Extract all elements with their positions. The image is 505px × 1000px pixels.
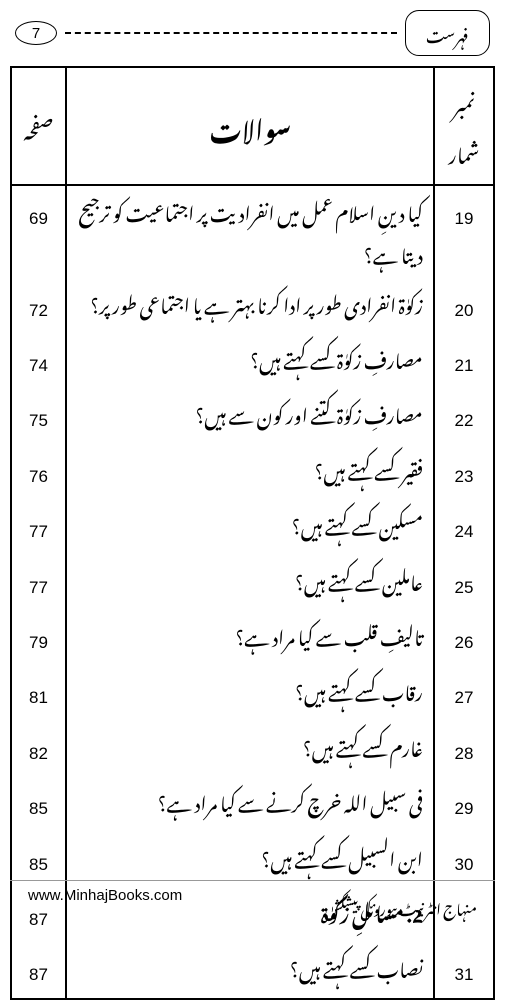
row-question: زکوٰۃ انفرادی طور پر ادا کرنا بہتر ہے یا… (66, 278, 434, 333)
col-header-question: سوالات (66, 67, 434, 185)
row-serial: 26 (434, 610, 494, 665)
row-question: تالیفِ قلب سے کیا مراد ہے؟ (66, 610, 434, 665)
row-serial: 24 (434, 499, 494, 554)
row-page: 82 (11, 721, 66, 776)
table-row: 26تالیفِ قلب سے کیا مراد ہے؟79 (11, 610, 494, 665)
row-question: مصارفِ زکوٰۃ کتنے اور کون سے ہیں؟ (66, 388, 434, 443)
table-row: 27رقاب کسے کہتے ہیں؟81 (11, 665, 494, 720)
row-question: فی سبیل اللہ خرچ کرنے سے کیا مراد ہے؟ (66, 776, 434, 831)
row-serial: 29 (434, 776, 494, 831)
col-header-serial: نمبر شمار (434, 67, 494, 185)
row-question: غارم کسے کہتے ہیں؟ (66, 721, 434, 776)
row-page: 81 (11, 665, 66, 720)
row-serial: 25 (434, 555, 494, 610)
row-serial: 30 (434, 832, 494, 887)
row-serial: 19 (434, 185, 494, 278)
page-number: 7 (32, 25, 40, 42)
toc-table: نمبر شمار سوالات صفحہ 19کیا دینِ اسلام ع… (10, 66, 495, 1000)
table-row: 22مصارفِ زکوٰۃ کتنے اور کون سے ہیں؟75 (11, 388, 494, 443)
row-serial: 20 (434, 278, 494, 333)
row-page: 69 (11, 185, 66, 278)
row-question: ابن السبیل کسے کہتے ہیں؟ (66, 832, 434, 887)
row-serial: 22 (434, 388, 494, 443)
header-title: فہرست (426, 13, 469, 53)
page-header: 7 فہرست (0, 0, 505, 61)
table-row: 29فی سبیل اللہ خرچ کرنے سے کیا مراد ہے؟8… (11, 776, 494, 831)
table-row: 30ابن السبیل کسے کہتے ہیں؟85 (11, 832, 494, 887)
row-page: 87 (11, 942, 66, 998)
table-row: 19کیا دینِ اسلام عمل میں انفرادیت پر اجت… (11, 185, 494, 278)
footer-url: www.MinhajBooks.com (28, 887, 182, 925)
col-header-page: صفحہ (11, 67, 66, 185)
row-serial: 28 (434, 721, 494, 776)
row-serial: 23 (434, 444, 494, 499)
header-title-oval: فہرست (405, 10, 490, 56)
row-question: نصاب کسے کہتے ہیں؟ (66, 942, 434, 998)
page-footer: www.MinhajBooks.com منہاج انٹرنیٹ بیورو … (10, 880, 495, 925)
row-question: مسکین کسے کہتے ہیں؟ (66, 499, 434, 554)
row-question: فقیر کسے کہتے ہیں؟ (66, 444, 434, 499)
row-page: 79 (11, 610, 66, 665)
footer-credit: منہاج انٹرنیٹ بیورو کی پیشکش (324, 887, 477, 925)
row-question: مصارفِ زکوٰۃ کسے کہتے ہیں؟ (66, 333, 434, 388)
row-question: رقاب کسے کہتے ہیں؟ (66, 665, 434, 720)
row-page: 85 (11, 832, 66, 887)
row-question: کیا دینِ اسلام عمل میں انفرادیت پر اجتما… (66, 185, 434, 278)
row-question: عاملین کسے کہتے ہیں؟ (66, 555, 434, 610)
row-page: 85 (11, 776, 66, 831)
row-page: 72 (11, 278, 66, 333)
row-page: 76 (11, 444, 66, 499)
header-dashed-line (65, 32, 397, 34)
page-number-oval: 7 (15, 21, 57, 45)
row-page: 77 (11, 555, 66, 610)
row-serial: 21 (434, 333, 494, 388)
table-row: 20زکوٰۃ انفرادی طور پر ادا کرنا بہتر ہے … (11, 278, 494, 333)
table-row: 31نصاب کسے کہتے ہیں؟87 (11, 942, 494, 998)
table-row: 28غارم کسے کہتے ہیں؟82 (11, 721, 494, 776)
row-serial: 27 (434, 665, 494, 720)
row-page: 75 (11, 388, 66, 443)
row-serial: 31 (434, 942, 494, 998)
row-page: 77 (11, 499, 66, 554)
table-row: 24مسکین کسے کہتے ہیں؟77 (11, 499, 494, 554)
row-page: 74 (11, 333, 66, 388)
table-row: 25عاملین کسے کہتے ہیں؟77 (11, 555, 494, 610)
table-row: 21مصارفِ زکوٰۃ کسے کہتے ہیں؟74 (11, 333, 494, 388)
table-row: 23فقیر کسے کہتے ہیں؟76 (11, 444, 494, 499)
